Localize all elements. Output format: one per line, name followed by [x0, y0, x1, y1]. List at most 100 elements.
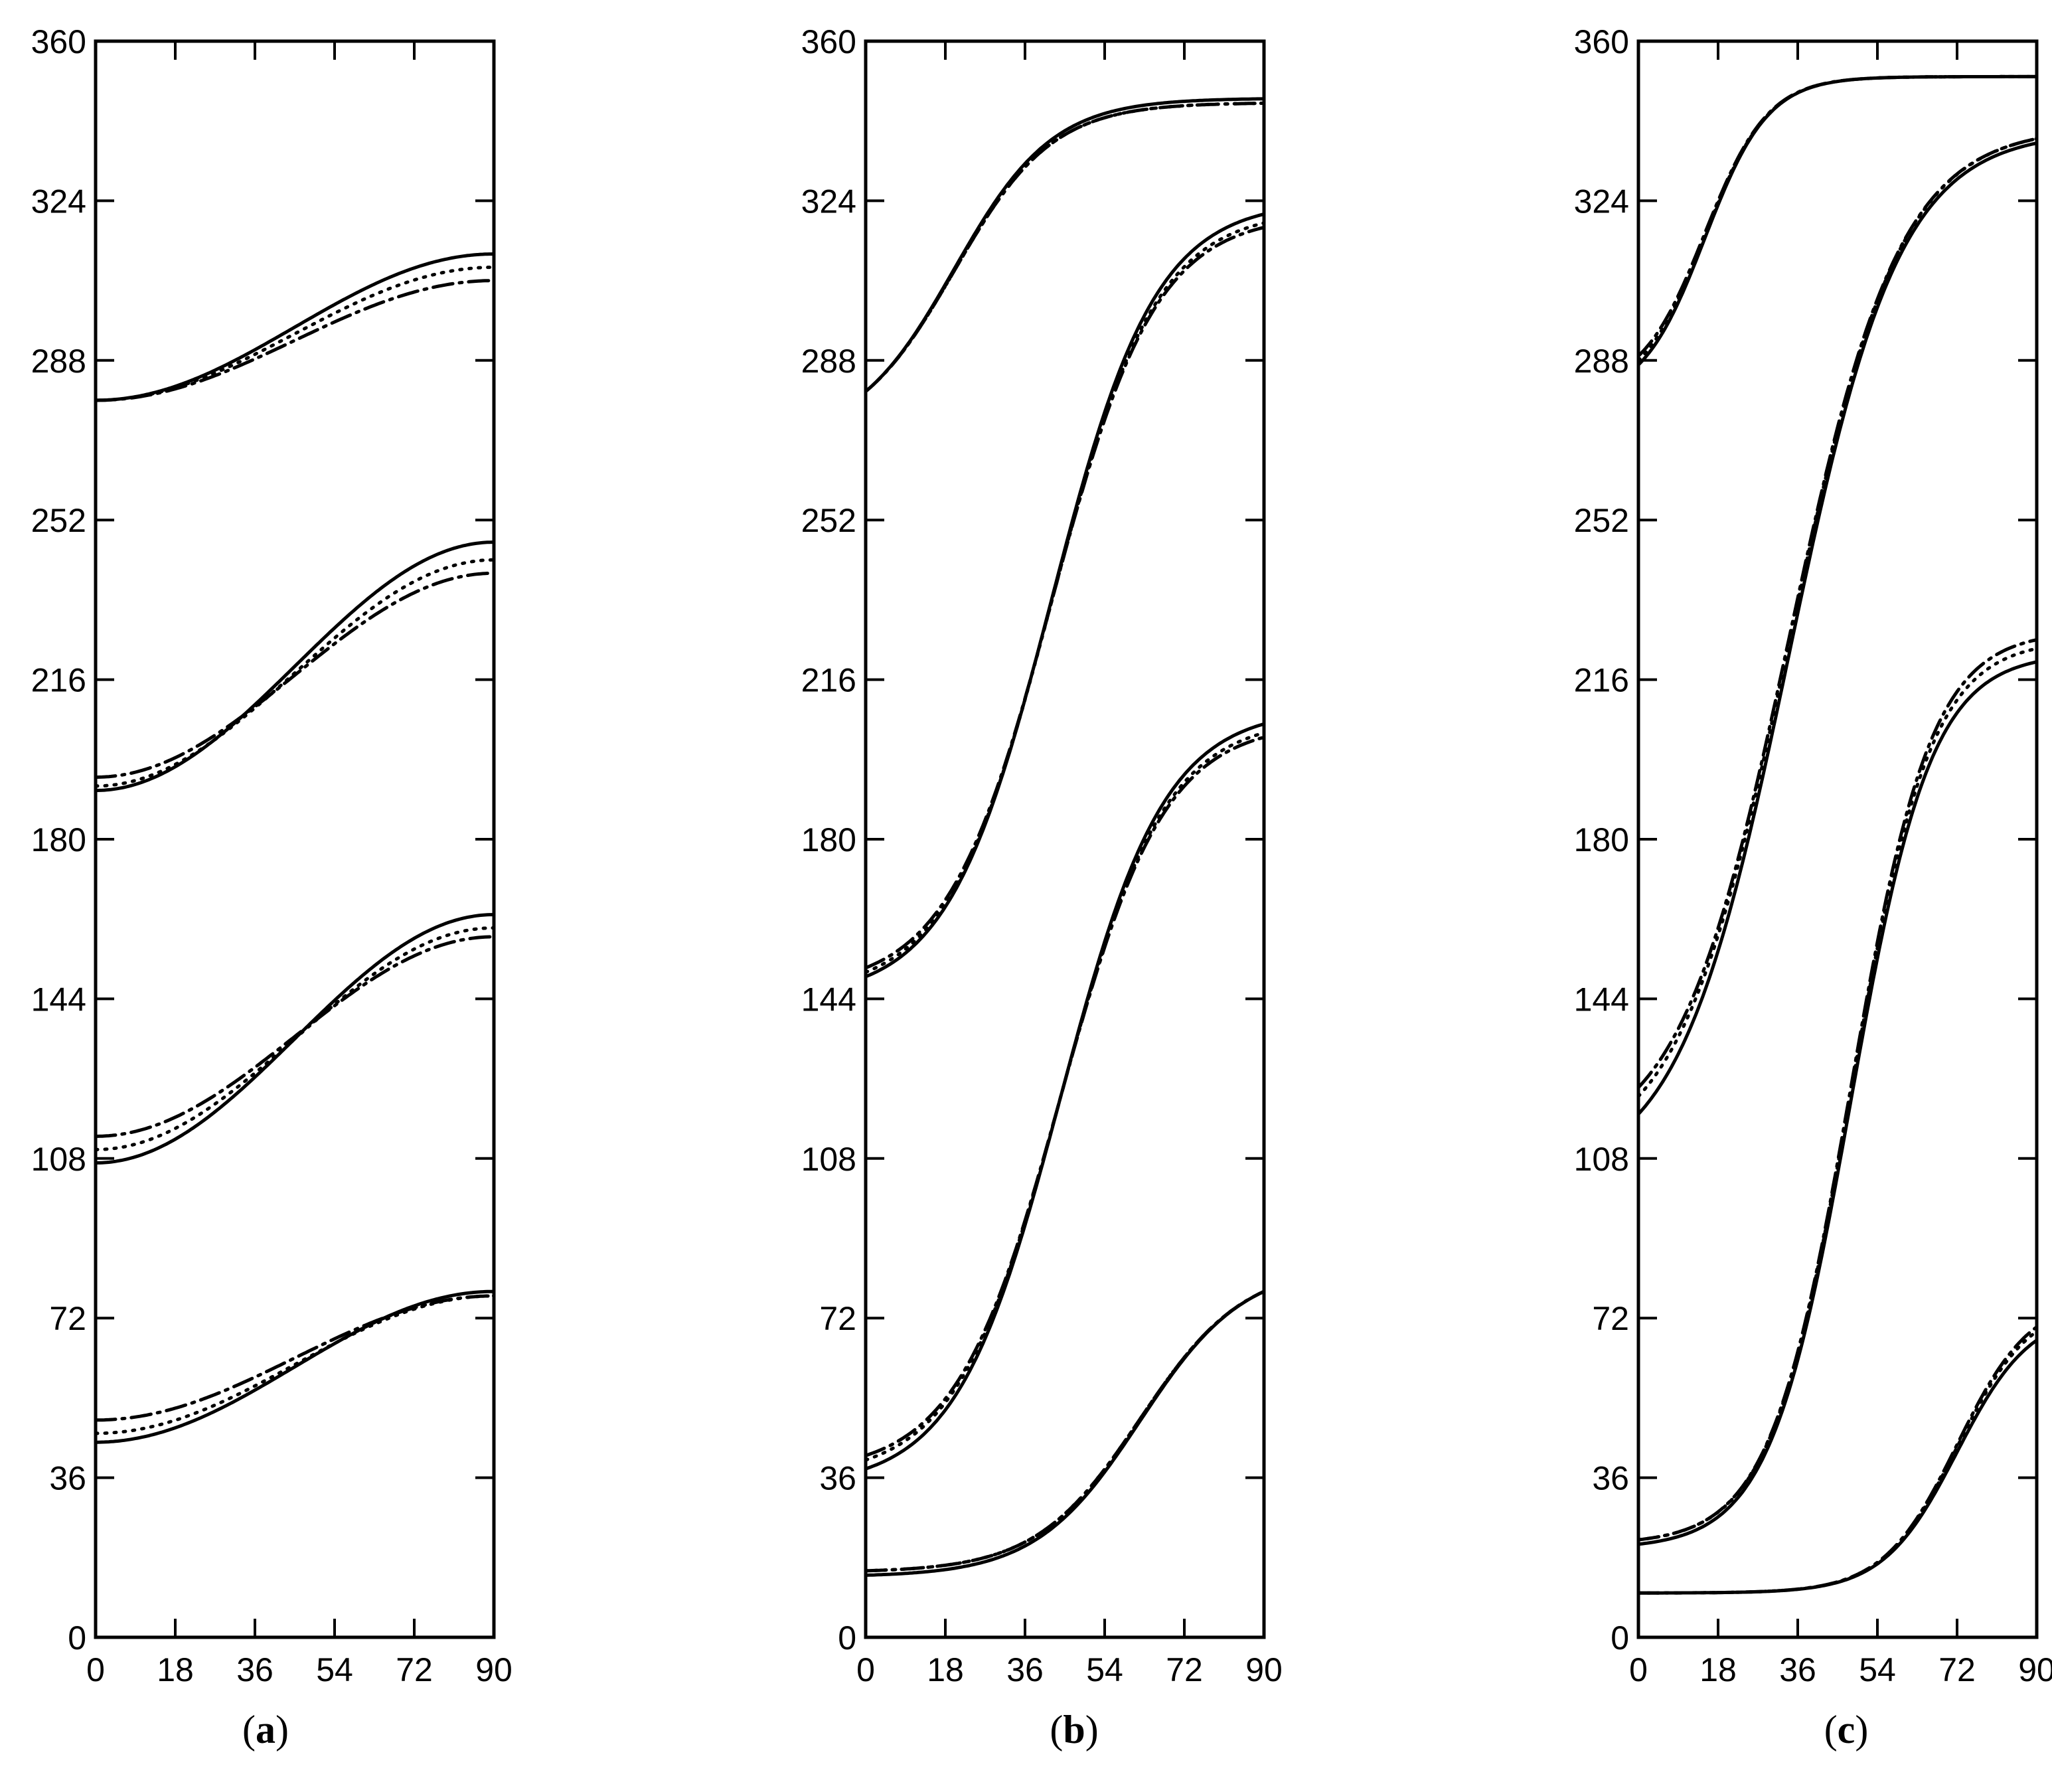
panel-a-curve-4-dashdot	[94, 279, 496, 402]
panel-b-x-tick-label: 90	[1245, 1651, 1283, 1688]
panel-a-y-tick-label: 324	[31, 183, 86, 220]
panel-c-y-tick-labels: 0 36 72 108 144 180 216 252 288 324 360	[1574, 23, 1629, 1657]
panel-a-curve-1-dashdot	[94, 1294, 496, 1422]
panel-a-x-tick-label: 54	[316, 1651, 353, 1688]
panel-b-curve-2-solid	[864, 722, 1266, 1471]
panel-a-curve-2-dotted	[94, 926, 496, 1151]
panel-b-curve-1-dashdot	[864, 1289, 1266, 1573]
panel-c: 0 36 72 108 144 180 216 252 288 324 360 0 18 36 54 72 9…	[1574, 23, 2052, 1751]
panel-a-y-tick-label: 36	[49, 1460, 86, 1497]
panel-c-curve-2-solid	[1636, 660, 2039, 1546]
panel-b-y-tick-label: 0	[838, 1619, 856, 1657]
panel-c-y-tick-label: 72	[1592, 1300, 1629, 1337]
panel-a-y-tick-labels: 0 36 72 108 144 180 216 252 288 324 360	[31, 23, 86, 1657]
panel-b-y-tick-label: 324	[801, 183, 856, 220]
panel-c-curve-4-dotted	[1636, 74, 2039, 363]
panel-b-y-tick-label: 144	[801, 981, 856, 1018]
panel-b-curve-4-dashdot	[864, 102, 1266, 393]
panel-c-curve-4-solid	[1636, 74, 2039, 367]
panel-a-y-tick-label: 360	[31, 23, 86, 60]
panel-a-curve-4-dotted	[94, 266, 496, 402]
panel-a-y-tick-label: 180	[31, 821, 86, 858]
panel-c-x-tick-label: 18	[1699, 1651, 1737, 1688]
panel-a-x-tick-label: 18	[157, 1651, 194, 1688]
panel-a-x-tick-label: 90	[475, 1651, 513, 1688]
panel-c-y-tick-label: 180	[1574, 821, 1629, 858]
panel-c-curve-2-dashdot	[1636, 638, 2039, 1542]
panel-a-y-tick-label: 0	[68, 1619, 86, 1657]
panel-c-curve-1-solid	[1636, 1339, 2039, 1595]
panel-a-curve-3-dotted	[94, 558, 496, 788]
panel-a-y-tick-label: 144	[31, 981, 86, 1018]
panel-b-x-tick-label: 54	[1086, 1651, 1123, 1688]
panel-c-y-tick-label: 252	[1574, 502, 1629, 539]
panel-c-y-tick-label: 108	[1574, 1141, 1629, 1178]
panel-c-curve-4-dashdot	[1636, 74, 2039, 358]
panel-c-y-tick-label: 216	[1574, 662, 1629, 699]
panel-b-x-tick-label: 72	[1166, 1651, 1203, 1688]
panel-b-plot-frame	[864, 39, 1266, 1639]
panel-c-y-tick-label: 288	[1574, 343, 1629, 380]
panel-a: 0 36 72 108 144 180 216 252 288 324 360 0 18 36 54 72 9…	[31, 23, 513, 1751]
panel-a-curve-2-dashdot	[94, 935, 496, 1138]
panel-b-y-tick-label: 216	[801, 662, 856, 699]
panel-c-curve-1-dotted	[1636, 1329, 2039, 1595]
panel-b-y-tick-label: 180	[801, 821, 856, 858]
panel-a-x-tick-label: 72	[396, 1651, 433, 1688]
panel-a-ticks	[94, 40, 495, 1639]
panel-b-y-tick-label: 72	[819, 1300, 856, 1337]
panel-a-caption: (a)	[242, 1708, 289, 1751]
panel-c-curve-1-dashdot	[1636, 1325, 2039, 1595]
panel-b-x-tick-label: 18	[927, 1651, 964, 1688]
panel-a-curve-3-dashdot	[94, 571, 496, 779]
panel-c-caption: (c)	[1824, 1708, 1869, 1751]
panel-b-x-tick-label: 0	[856, 1651, 875, 1688]
panel-a-curve-1-solid	[94, 1289, 496, 1444]
panel-b-y-tick-label: 36	[819, 1460, 856, 1497]
panel-c-x-tick-label: 36	[1779, 1651, 1816, 1688]
panel-c-x-tick-label: 90	[2018, 1651, 2052, 1688]
panel-a-plot-frame	[94, 39, 496, 1639]
panel-a-y-tick-label: 108	[31, 1141, 86, 1178]
panel-c-x-tick-labels: 0 18 36 54 72 90	[1629, 1651, 2052, 1688]
panel-b-curve-4-solid	[864, 97, 1266, 393]
panel-c-curve-3-dashdot	[1636, 137, 2039, 1090]
panel-c-x-tick-label: 0	[1629, 1651, 1648, 1688]
panel-b-curve-2-dashdot	[864, 735, 1266, 1457]
panel-c-curves	[1636, 74, 2039, 1595]
panel-b-curve-2-dotted	[864, 731, 1266, 1462]
panel-c-x-tick-label: 72	[1938, 1651, 1976, 1688]
panel-b: 0 36 72 108 144 180 216 252 288 324 360 0 18 36 54 72 9…	[801, 23, 1283, 1751]
panel-c-y-tick-label: 360	[1574, 23, 1629, 60]
panel-a-x-tick-label: 0	[86, 1651, 105, 1688]
panel-b-y-tick-label: 108	[801, 1141, 856, 1178]
panel-a-curve-3-solid	[94, 540, 496, 792]
panel-a-y-tick-label: 72	[49, 1300, 86, 1337]
panel-a-curve-1-dotted	[94, 1294, 496, 1435]
panel-c-y-tick-label: 324	[1574, 183, 1629, 220]
panel-b-curves	[864, 97, 1266, 1577]
panel-b-y-tick-label: 360	[801, 23, 856, 60]
panel-a-y-tick-label: 216	[31, 662, 86, 699]
panel-a-curves	[94, 252, 496, 1444]
panel-b-caption: (b)	[1050, 1708, 1098, 1751]
panel-b-curve-3-solid	[864, 212, 1266, 979]
panel-b-ticks	[864, 40, 1265, 1639]
panel-b-curve-4-dotted	[864, 102, 1266, 393]
panel-c-x-tick-label: 54	[1859, 1651, 1896, 1688]
panel-b-x-tick-labels: 0 18 36 54 72 90	[856, 1651, 1283, 1688]
panel-b-y-tick-label: 252	[801, 502, 856, 539]
panel-b-curve-3-dashdot	[864, 226, 1266, 970]
panel-b-curve-3-dotted	[864, 221, 1266, 974]
panel-b-x-tick-label: 36	[1006, 1651, 1044, 1688]
panel-c-ticks	[1637, 40, 2038, 1639]
panel-a-y-tick-label: 252	[31, 502, 86, 539]
panel-a-x-tick-label: 36	[236, 1651, 274, 1688]
panel-c-curve-3-dotted	[1636, 137, 2039, 1098]
panel-c-y-tick-label: 144	[1574, 981, 1629, 1018]
panel-c-plot-frame	[1636, 39, 2039, 1639]
panel-b-y-tick-label: 288	[801, 343, 856, 380]
panel-a-y-tick-label: 288	[31, 343, 86, 380]
panel-b-y-tick-labels: 0 36 72 108 144 180 216 252 288 324 360	[801, 23, 856, 1657]
